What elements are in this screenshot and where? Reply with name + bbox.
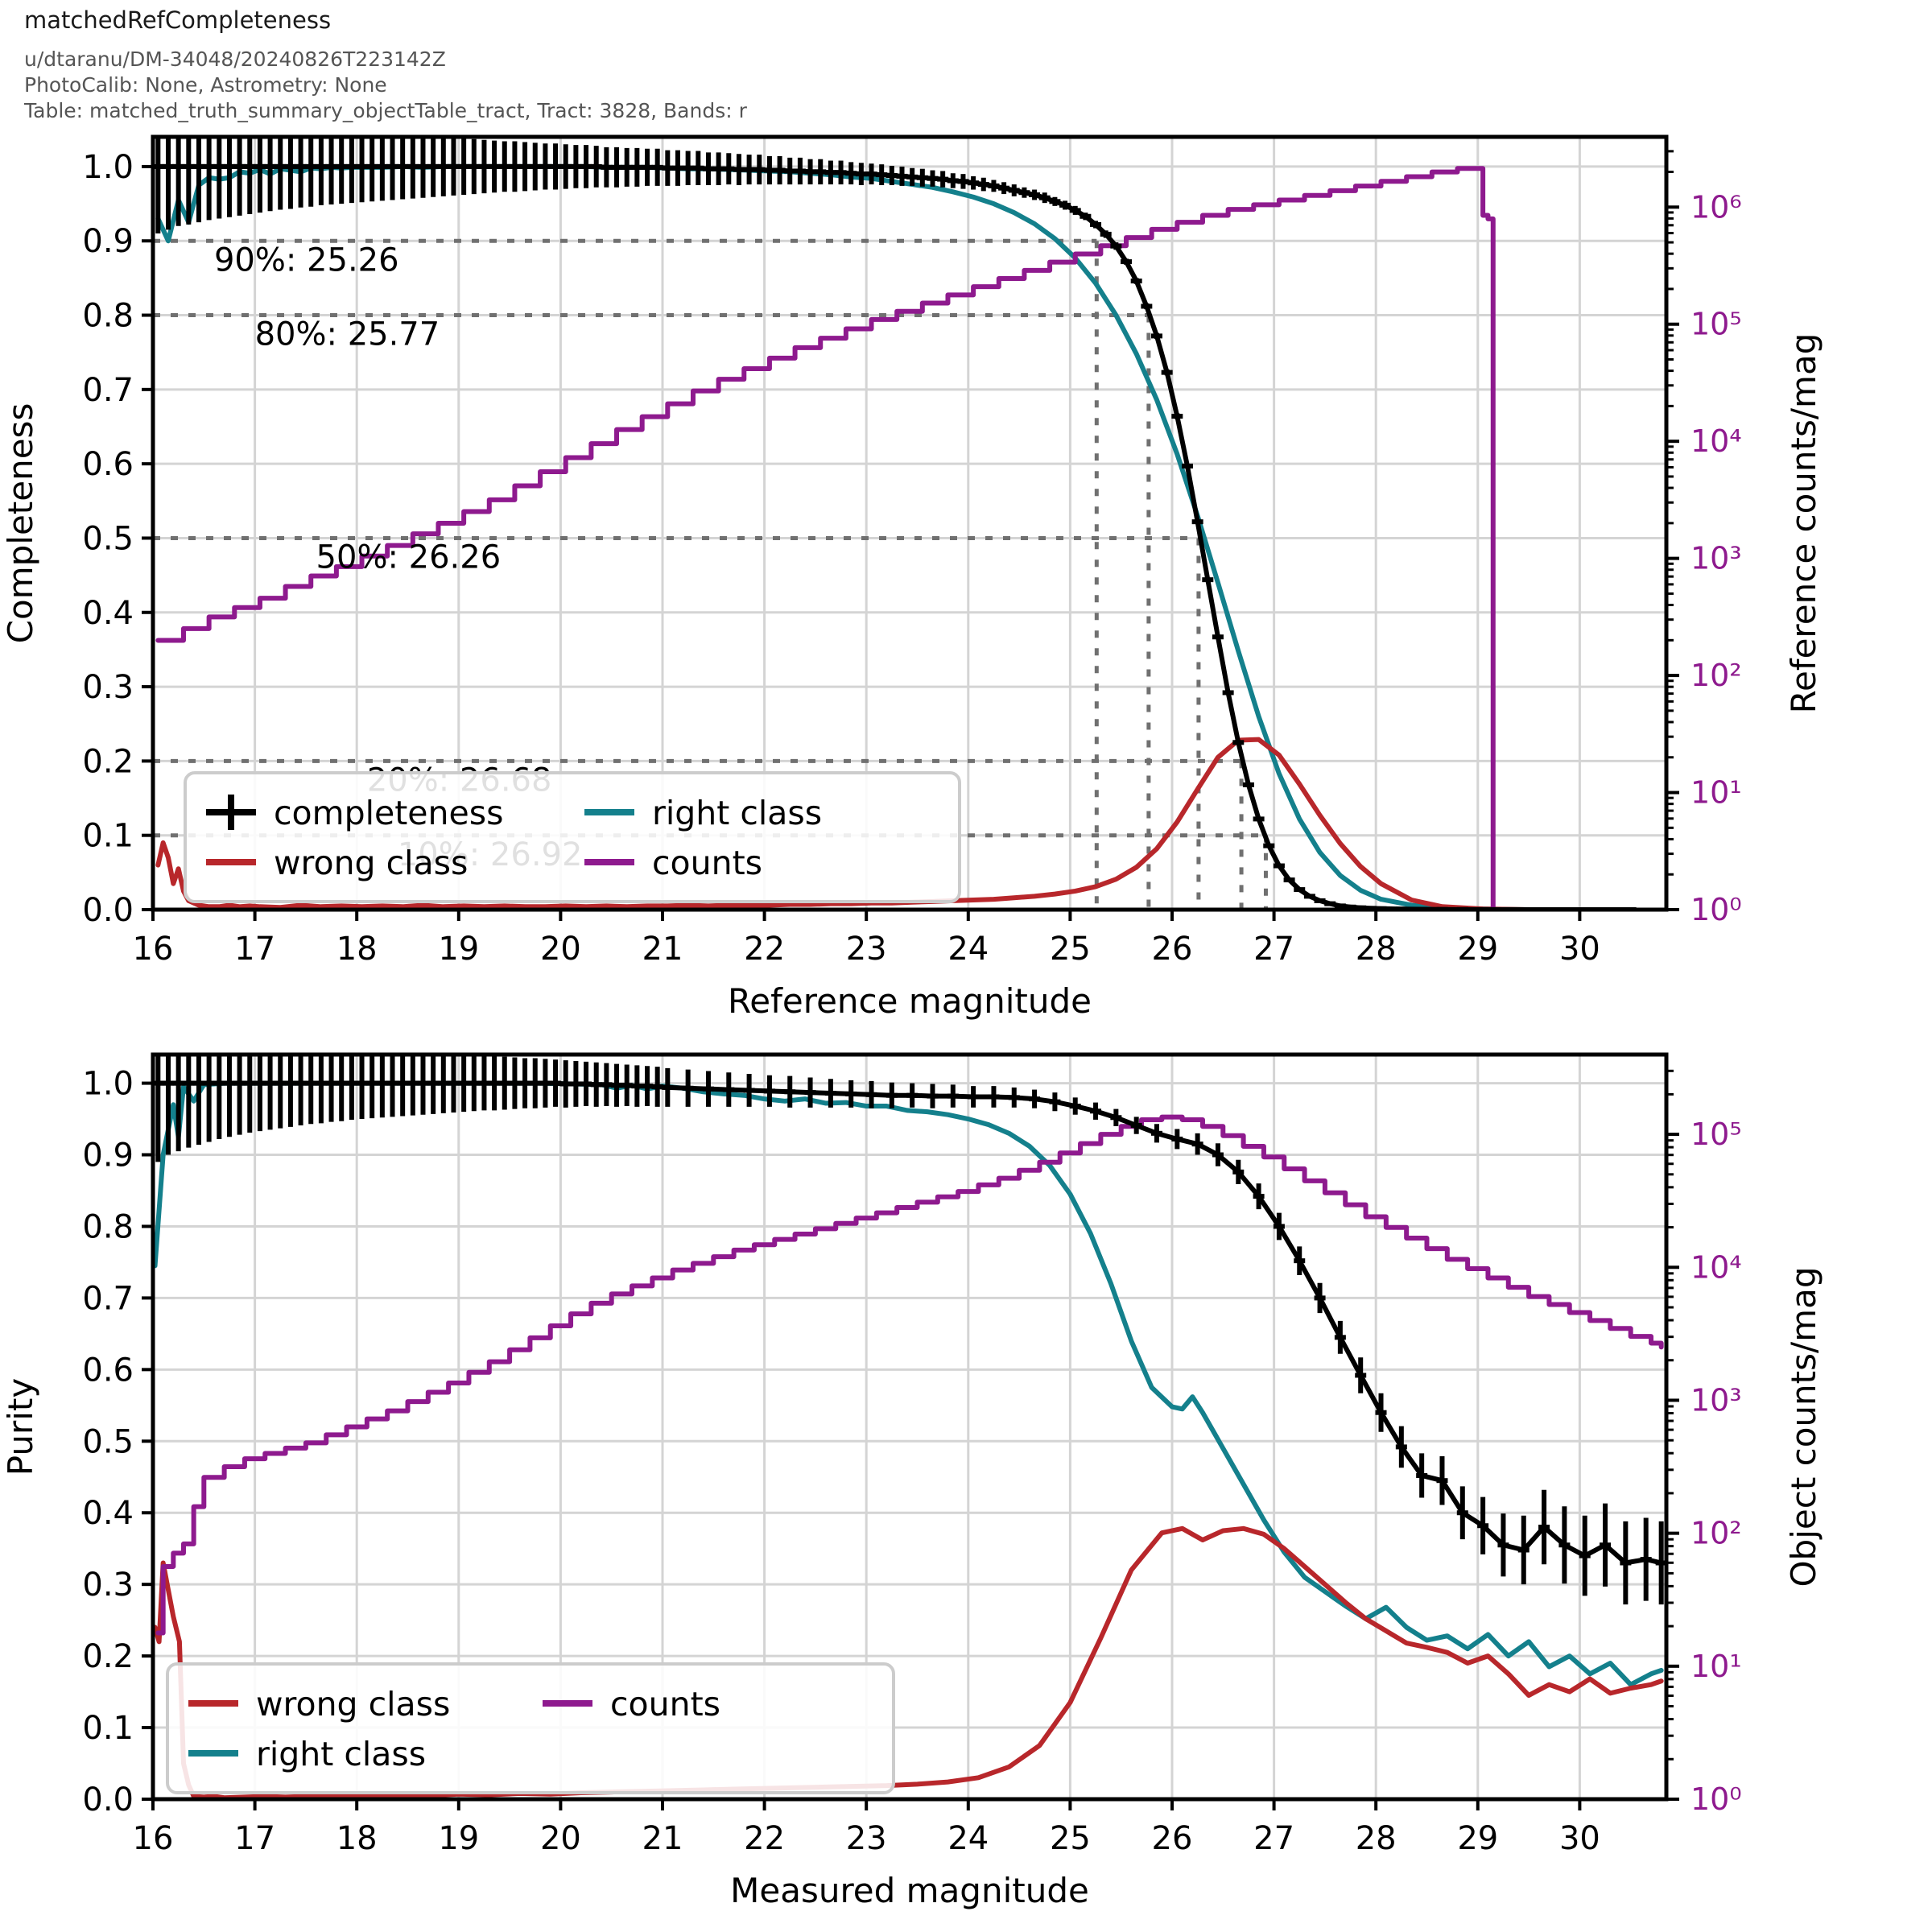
- legend: completeness wrong class right class counts: [184, 771, 961, 903]
- subtitle-line-calib: PhotoCalib: None, Astrometry: None: [24, 73, 387, 97]
- y-tick-label: 0.1: [82, 1710, 134, 1747]
- y2-tick-label: 10⁶: [1690, 189, 1742, 225]
- threshold-annotation: 80%: 25.77: [255, 316, 440, 353]
- subtitle-line-repo: u/dtaranu/DM-34048/20240826T223142Z: [24, 47, 446, 71]
- y-tick-label: 0.7: [82, 372, 134, 409]
- y-tick-label: 0.4: [82, 595, 134, 632]
- x-tick-label: 30: [1559, 1820, 1600, 1857]
- x-tick-label: 27: [1253, 1820, 1294, 1857]
- x-tick-label: 29: [1457, 1820, 1498, 1857]
- y-axis-label: Purity: [1, 1378, 40, 1476]
- y-tick-label: 0.0: [82, 892, 134, 929]
- legend-label: right class: [652, 794, 822, 832]
- legend-swatch-completeness: [206, 795, 256, 830]
- x-tick-label: 18: [336, 931, 378, 968]
- y2-tick-label: 10²: [1690, 658, 1742, 693]
- y2-axis-label: Reference counts/mag: [1784, 333, 1823, 714]
- y-tick-label: 0.6: [82, 1352, 134, 1389]
- x-axis-label: Measured magnitude: [730, 1871, 1089, 1910]
- y-tick-label: 0.5: [82, 1423, 134, 1460]
- y-tick-label: 0.7: [82, 1280, 134, 1317]
- x-tick-label: 22: [744, 931, 785, 968]
- y2-tick-label: 10³: [1690, 541, 1742, 576]
- legend-label: counts: [652, 844, 762, 882]
- y-axis-label: Completeness: [1, 403, 40, 644]
- x-tick-label: 30: [1559, 931, 1600, 968]
- x-tick-label: 25: [1050, 931, 1091, 968]
- x-tick-label: 26: [1152, 1820, 1193, 1857]
- legend-label: right class: [256, 1735, 426, 1773]
- x-tick-label: 21: [642, 1820, 683, 1857]
- legend-label: wrong class: [274, 844, 468, 882]
- y-tick-label: 0.0: [82, 1781, 134, 1818]
- y2-tick-label: 10⁴: [1690, 1249, 1742, 1285]
- x-tick-label: 16: [133, 931, 174, 968]
- purity-panel: 16 17 18 19 20 21 22 23 24 25 26 27 28 29 30 Measured m…: [0, 1038, 1932, 1932]
- legend-label: counts: [610, 1685, 720, 1724]
- x-tick-label: 17: [234, 1820, 275, 1857]
- y2-tick-label: 10⁴: [1690, 423, 1742, 459]
- y2-tick-label: 10⁵: [1690, 307, 1742, 342]
- y-tick-label: 0.1: [82, 818, 134, 855]
- page-subtitle: u/dtaranu/DM-34048/20240826T223142Z Phot…: [24, 47, 747, 124]
- x-tick-label: 24: [947, 1820, 989, 1857]
- y2-tick-label: 10¹: [1690, 775, 1742, 811]
- x-tick-label: 25: [1050, 1820, 1091, 1857]
- y-tick-label: 0.4: [82, 1495, 134, 1532]
- y2-tick-label: 10⁰: [1690, 892, 1742, 927]
- x-tick-label: 20: [540, 1820, 581, 1857]
- x-tick-label: 19: [438, 1820, 479, 1857]
- y-tick-label: 0.2: [82, 743, 134, 780]
- x-tick-label: 19: [438, 931, 479, 968]
- y-tick-label: 0.6: [82, 446, 134, 483]
- series-wrong-class: [155, 737, 1633, 910]
- y-tick-label: 0.2: [82, 1638, 134, 1675]
- threshold-annotation: 50%: 26.26: [316, 539, 502, 576]
- y2-tick-label: 10⁰: [1690, 1781, 1742, 1817]
- legend-label: wrong class: [256, 1685, 450, 1724]
- x-tick-label: 17: [234, 931, 275, 968]
- series-purity: [153, 1055, 1666, 1605]
- x-tick-label: 26: [1152, 931, 1193, 968]
- y2-tick-label: 10¹: [1690, 1649, 1742, 1684]
- y-tick-label: 1.0: [82, 149, 134, 186]
- y2-tick-label: 10⁵: [1690, 1117, 1742, 1152]
- y-tick-label: 0.9: [82, 223, 134, 260]
- x-tick-label: 18: [336, 1820, 378, 1857]
- legend: wrong class right class counts: [166, 1662, 895, 1794]
- x-tick-label: 20: [540, 931, 581, 968]
- x-tick-label: 22: [744, 1820, 785, 1857]
- y2-axis-label: Object counts/mag: [1784, 1267, 1823, 1587]
- page-title: matchedRefCompleteness: [24, 6, 332, 34]
- series-counts: [155, 1114, 1664, 1636]
- x-tick-label: 28: [1356, 931, 1397, 968]
- x-tick-label: 28: [1356, 1820, 1397, 1857]
- x-tick-label: 23: [846, 1820, 887, 1857]
- x-tick-label: 24: [947, 931, 989, 968]
- y-tick-label: 1.0: [82, 1066, 134, 1103]
- subtitle-line-table: Table: matched_truth_summary_objectTable…: [24, 99, 747, 122]
- series-counts: [155, 166, 1501, 910]
- y-tick-label: 0.3: [82, 1567, 134, 1604]
- x-tick-label: 27: [1253, 931, 1294, 968]
- threshold-annotation: 90%: 25.26: [214, 242, 399, 279]
- y2-tick-label: 10³: [1690, 1382, 1742, 1418]
- x-tick-label: 21: [642, 931, 683, 968]
- y-tick-label: 0.8: [82, 298, 134, 335]
- y2-tick-label: 10²: [1690, 1516, 1742, 1551]
- grid-lines: [151, 137, 1666, 911]
- y-tick-label: 0.8: [82, 1208, 134, 1245]
- x-tick-label: 29: [1457, 931, 1498, 968]
- x-tick-label: 23: [846, 931, 887, 968]
- y-tick-label: 0.9: [82, 1137, 134, 1174]
- x-axis-label: Reference magnitude: [728, 981, 1092, 1021]
- y-tick-label: 0.5: [82, 520, 134, 557]
- legend-label: completeness: [274, 794, 503, 832]
- y-tick-label: 0.3: [82, 669, 134, 706]
- x-tick-label: 16: [133, 1820, 174, 1857]
